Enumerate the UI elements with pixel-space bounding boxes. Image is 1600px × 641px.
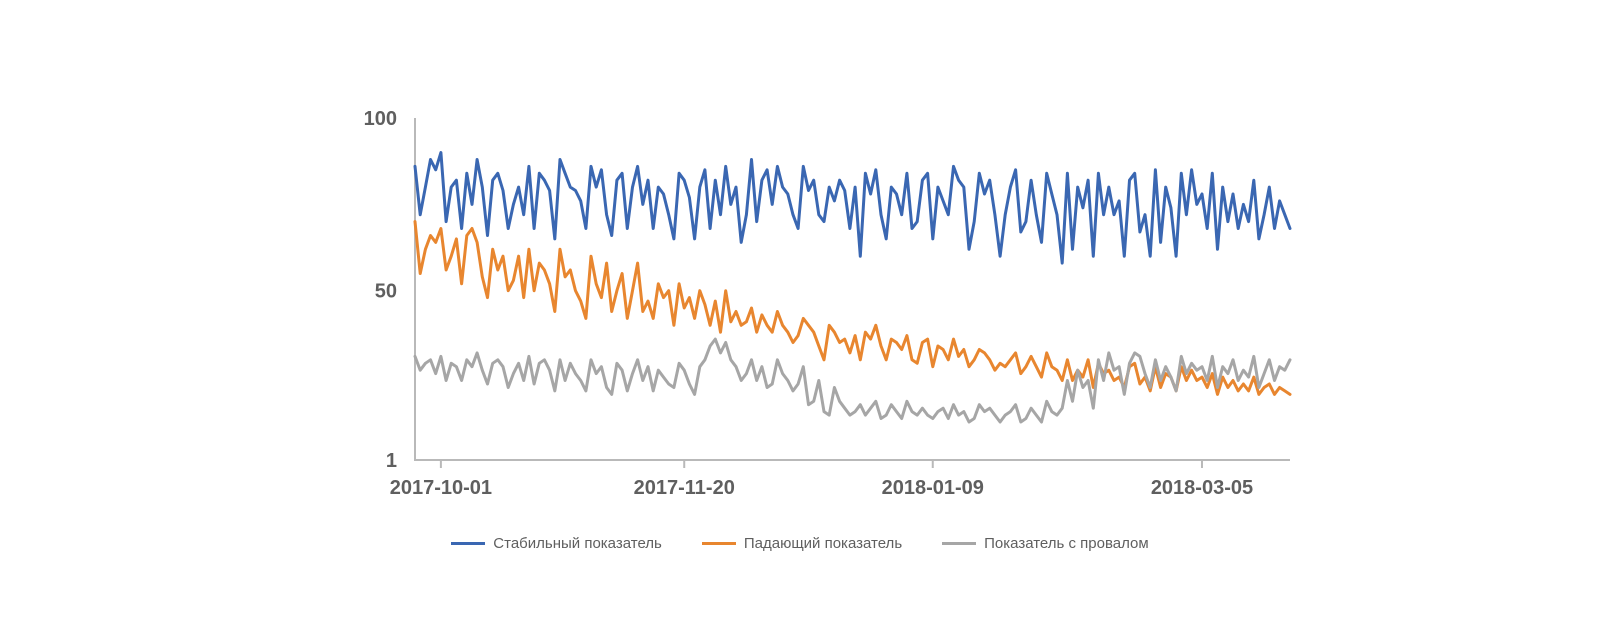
legend-item: Стабильный показатель [451, 535, 662, 552]
chart-legend: Стабильный показатель Падающий показатель… [0, 535, 1600, 552]
legend-swatch [942, 542, 976, 545]
y-tick-label: 50 [375, 281, 397, 303]
legend-item: Падающий показатель [702, 535, 902, 552]
y-tick: 100 [364, 108, 397, 130]
x-tick-label: 2018-03-05 [1151, 477, 1253, 499]
x-tick: 2017-11-20 [634, 460, 735, 499]
x-tick: 2017-10-01 [390, 460, 492, 499]
x-tick: 2018-03-05 [1151, 460, 1253, 499]
y-tick-label: 100 [364, 108, 397, 130]
legend-swatch [702, 542, 736, 545]
legend-label: Падающий показатель [744, 535, 902, 552]
legend-swatch [451, 542, 485, 545]
x-tick-label: 2017-11-20 [634, 477, 735, 499]
line-chart: 1 50 100 2017-10-01 2017-11-20 2018-01-09 2018… [0, 0, 1600, 641]
legend-item: Показатель с провалом [942, 535, 1149, 552]
x-tick: 2018-01-09 [882, 460, 984, 499]
series-line-0 [415, 153, 1290, 264]
y-tick: 50 [375, 281, 397, 303]
legend-label: Стабильный показатель [493, 535, 662, 552]
legend-label: Показатель с провалом [984, 535, 1149, 552]
x-tick-label: 2018-01-09 [882, 477, 984, 499]
y-tick: 1 [386, 450, 397, 472]
axis [415, 118, 1290, 460]
x-tick-label: 2017-10-01 [390, 477, 492, 499]
y-tick-label: 1 [386, 450, 397, 472]
